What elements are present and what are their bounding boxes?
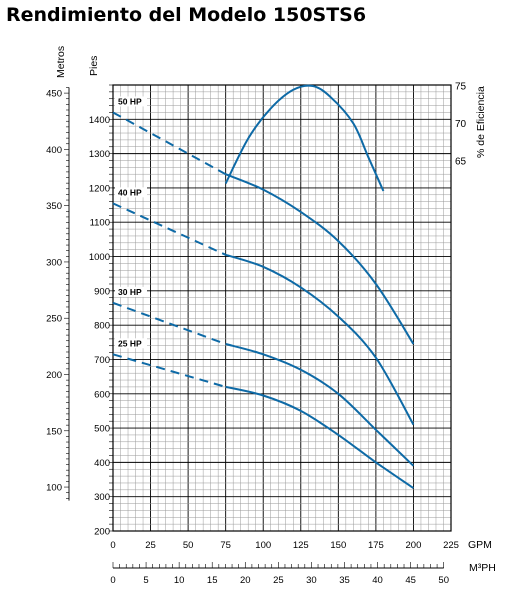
y-feet-tick-label: 700 (94, 355, 110, 366)
y-feet-tick-label: 1400 (89, 115, 110, 126)
x-m3ph-tick-label: 30 (306, 575, 317, 586)
curve-dashed-25-hp (112, 353, 226, 388)
x-m3ph-tick-label: 35 (339, 575, 350, 586)
axes: 2003004005006007008009001000110012001300… (46, 46, 496, 586)
x-gpm-tick-label: 225 (443, 540, 459, 551)
curve-solid-40-hp (225, 253, 415, 426)
series-layer (112, 84, 415, 489)
efficiency-axis-label: % de Eficiencia (475, 86, 487, 158)
y-feet-tick-label: 1300 (89, 149, 110, 160)
hp-label-bg (115, 338, 147, 349)
y-feet-tick-label: 300 (94, 492, 110, 503)
y-meters-tick-label: 350 (46, 201, 62, 212)
x-gpm-tick-label: 200 (406, 540, 422, 551)
x-gpm-tick-label: 175 (368, 540, 384, 551)
hp-label-bg (115, 187, 147, 198)
hp-label-25-hp: 25 HP (118, 338, 142, 348)
efficiency-tick-label: 65 (455, 157, 467, 168)
x-gpm-tick-label: 50 (183, 540, 194, 551)
y-meters-tick-label: 450 (46, 89, 62, 100)
x-gpm-tick-label: 100 (255, 540, 271, 551)
efficiency-tick-label: 70 (455, 119, 467, 130)
curve-dashed-30-hp (112, 301, 227, 345)
x-m3ph-axis-label: M³PH (469, 562, 496, 574)
x-m3ph-tick-label: 10 (174, 575, 185, 586)
x-gpm-tick-label: 150 (330, 540, 346, 551)
hp-label-50-hp: 50 HP (118, 96, 142, 106)
x-m3ph-tick-label: 15 (207, 575, 218, 586)
grid (112, 84, 452, 532)
labels-layer: 50 HP 40 HP 30 HP 25 HP (115, 96, 147, 349)
x-gpm-tick-label: 25 (145, 540, 156, 551)
efficiency-tick-label: 75 (455, 82, 467, 93)
y-meters-tick-label: 150 (46, 426, 62, 437)
y-feet-tick-label: 800 (94, 321, 110, 332)
x-m3ph-tick-label: 50 (438, 575, 449, 586)
curve-solid-50-hp (225, 173, 415, 345)
y-feet-tick-label: 200 (94, 527, 110, 538)
curve-dashed-50-hp (112, 111, 227, 176)
hp-label-40-hp: 40 HP (118, 187, 142, 197)
efficiency-curve (224, 84, 385, 192)
y-feet-axis-label: Pies (88, 56, 100, 76)
y-meters-tick-label: 100 (46, 483, 62, 494)
y-feet-tick-label: 1000 (89, 252, 110, 263)
x-gpm-axis-label: GPM (468, 539, 492, 551)
x-m3ph-tick-label: 40 (372, 575, 383, 586)
x-gpm-tick-label: 0 (110, 540, 115, 551)
y-meters-tick-label: 250 (46, 314, 62, 325)
chart-title: Rendimiento del Modelo 150STS6 (6, 4, 366, 26)
y-meters-tick-label: 200 (46, 370, 62, 381)
hp-label-bg (115, 286, 147, 297)
plot-frame (112, 84, 452, 532)
hp-label-bg (115, 96, 147, 107)
y-feet-tick-label: 1100 (90, 218, 110, 229)
x-m3ph-tick-label: 25 (273, 575, 284, 586)
x-m3ph-tick-label: 20 (240, 575, 251, 586)
y-meters-tick-label: 400 (46, 145, 62, 156)
y-meters-tick-label: 300 (46, 257, 62, 268)
x-m3ph-tick-label: 45 (405, 575, 416, 586)
y-feet-tick-label: 500 (94, 424, 110, 435)
x-m3ph-tick-label: 5 (143, 575, 148, 586)
hp-label-30-hp: 30 HP (118, 287, 142, 297)
y-feet-tick-label: 400 (94, 458, 110, 469)
x-gpm-tick-label: 75 (220, 540, 231, 551)
curve-solid-25-hp (225, 385, 414, 489)
y-feet-tick-label: 900 (94, 286, 110, 297)
y-feet-tick-label: 1200 (89, 183, 110, 194)
y-meters-axis-label: Metros (55, 46, 67, 78)
y-feet-tick-label: 600 (94, 389, 110, 400)
curve-dashed-40-hp (112, 202, 227, 256)
x-gpm-tick-label: 125 (293, 540, 309, 551)
curve-solid-30-hp (225, 343, 415, 467)
x-m3ph-tick-label: 0 (110, 575, 115, 586)
